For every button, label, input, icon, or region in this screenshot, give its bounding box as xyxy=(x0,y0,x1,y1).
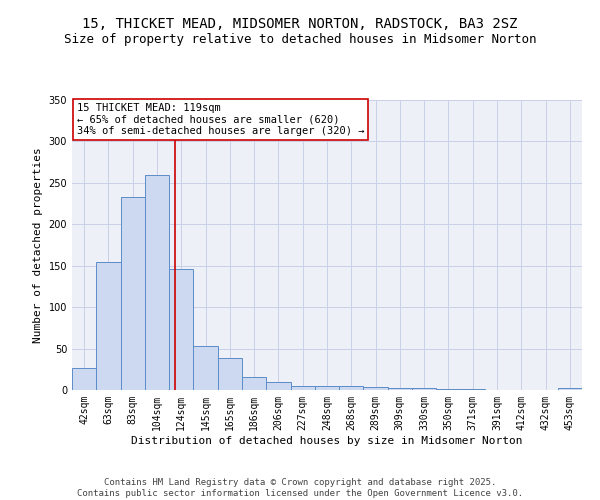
Text: Size of property relative to detached houses in Midsomer Norton: Size of property relative to detached ho… xyxy=(64,32,536,46)
Bar xyxy=(266,382,290,390)
Text: 15, THICKET MEAD, MIDSOMER NORTON, RADSTOCK, BA3 2SZ: 15, THICKET MEAD, MIDSOMER NORTON, RADST… xyxy=(82,18,518,32)
Bar xyxy=(121,197,145,390)
Bar xyxy=(412,388,436,390)
X-axis label: Distribution of detached houses by size in Midsomer Norton: Distribution of detached houses by size … xyxy=(131,436,523,446)
Text: 15 THICKET MEAD: 119sqm
← 65% of detached houses are smaller (620)
34% of semi-d: 15 THICKET MEAD: 119sqm ← 65% of detache… xyxy=(77,103,365,136)
Bar xyxy=(388,388,412,390)
Bar xyxy=(290,386,315,390)
Text: Contains HM Land Registry data © Crown copyright and database right 2025.
Contai: Contains HM Land Registry data © Crown c… xyxy=(77,478,523,498)
Bar xyxy=(242,376,266,390)
Bar xyxy=(339,386,364,390)
Bar xyxy=(558,388,582,390)
Bar xyxy=(72,368,96,390)
Bar xyxy=(145,174,169,390)
Bar xyxy=(315,386,339,390)
Bar xyxy=(436,389,461,390)
Bar xyxy=(169,269,193,390)
Bar xyxy=(461,389,485,390)
Y-axis label: Number of detached properties: Number of detached properties xyxy=(33,147,43,343)
Bar xyxy=(364,386,388,390)
Bar xyxy=(193,346,218,390)
Bar xyxy=(96,262,121,390)
Bar xyxy=(218,358,242,390)
